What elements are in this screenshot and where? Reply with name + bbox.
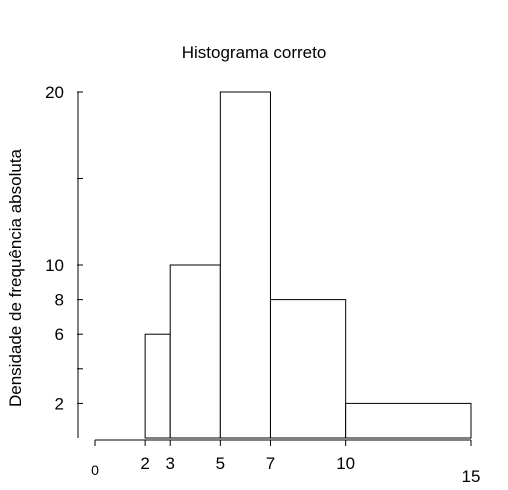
y-axis: 2 6 8 10 20 xyxy=(45,83,83,438)
x-tick-label-6: 15 xyxy=(462,467,481,486)
y-tick-label-2: 6 xyxy=(55,325,64,344)
x-axis: 0 2 3 5 7 10 15 xyxy=(91,439,481,486)
x-tick-label-0: 0 xyxy=(91,462,99,478)
y-tick-label-0: 2 xyxy=(55,394,64,413)
y-tick-label-4: 10 xyxy=(45,256,64,275)
y-tick-label-3: 8 xyxy=(55,291,64,310)
x-tick-label-5: 10 xyxy=(336,454,355,473)
y-axis-label: Densidade de frequência absoluta xyxy=(6,148,25,407)
x-tick-label-3: 5 xyxy=(216,454,225,473)
y-tick-label-6: 20 xyxy=(45,83,64,102)
histogram-bar-1 xyxy=(169,264,221,439)
x-tick-label-4: 7 xyxy=(266,454,275,473)
histogram-bar-2 xyxy=(219,91,271,439)
x-tick-label-2: 3 xyxy=(165,454,174,473)
histogram-bar-4 xyxy=(345,402,472,439)
histogram-bar-3 xyxy=(269,299,347,439)
bars-group xyxy=(144,91,472,439)
chart-title: Histograma correto xyxy=(182,43,327,62)
histogram-bar-0 xyxy=(144,333,171,439)
x-tick-label-1: 2 xyxy=(140,454,149,473)
